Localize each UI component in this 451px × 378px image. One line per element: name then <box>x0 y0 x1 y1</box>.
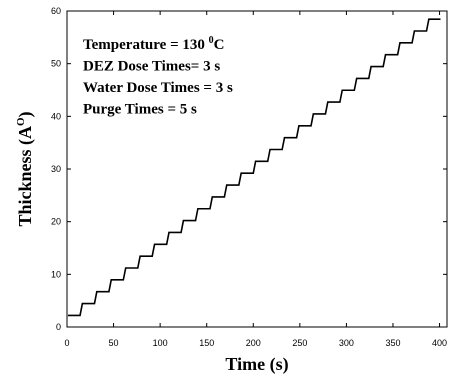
x-tick-label: 250 <box>292 338 307 348</box>
y-tick-label: 20 <box>51 217 61 227</box>
x-tick-label: 0 <box>64 338 69 348</box>
annotation-part: C <box>214 37 225 53</box>
annotation-part: Purge Times = 5 s <box>83 102 197 118</box>
x-tick-label: 50 <box>109 338 119 348</box>
annotation-part: Water Dose Times = 3 s <box>83 80 233 96</box>
annotation: DEZ Dose Times= 3 s <box>83 59 220 75</box>
annotation-part: 0 <box>209 35 214 46</box>
y-axis-title-part: O <box>15 117 27 126</box>
y-axis-title: Thickness (AO) <box>15 111 36 226</box>
y-tick-label: 50 <box>51 59 61 69</box>
y-tick-label: 30 <box>51 164 61 174</box>
y-tick-label: 10 <box>51 269 61 279</box>
y-tick-label: 0 <box>56 322 61 332</box>
annotation: Water Dose Times = 3 s <box>83 80 233 96</box>
x-tick-label: 300 <box>339 338 354 348</box>
annotation-part: Temperature = 130 <box>83 37 209 53</box>
annotation: Purge Times = 5 s <box>83 102 197 118</box>
x-tick-label: 200 <box>246 338 261 348</box>
data-line <box>67 18 441 317</box>
y-tick-label: 40 <box>51 111 61 121</box>
x-tick-label: 350 <box>385 338 400 348</box>
y-tick-label: 60 <box>51 6 61 16</box>
y-axis-title-part: ) <box>15 111 36 117</box>
x-tick-label: 100 <box>153 338 168 348</box>
annotation-part: DEZ Dose Times= 3 s <box>83 59 220 75</box>
annotation: Temperature = 130 0C <box>83 35 224 53</box>
x-tick-label: 400 <box>432 338 447 348</box>
x-tick-label: 150 <box>199 338 214 348</box>
y-axis-title-part: Thickness (A <box>15 126 36 227</box>
x-axis-title: Time (s) <box>225 354 288 375</box>
